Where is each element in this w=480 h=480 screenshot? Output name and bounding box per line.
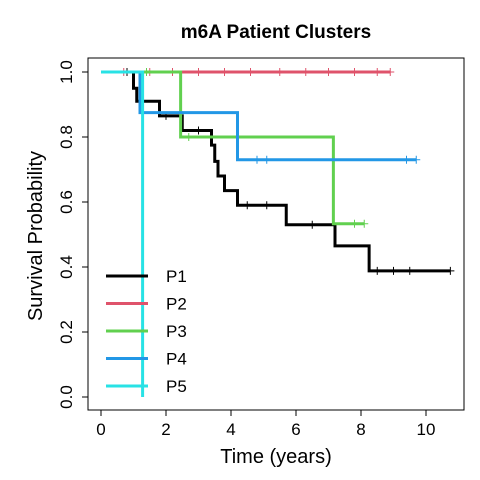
x-tick-label: 10 — [417, 420, 436, 439]
x-axis-label: Time (years) — [220, 446, 331, 468]
censor-mark — [402, 155, 411, 164]
censor-mark — [220, 68, 229, 76]
curve-p5 — [101, 70, 145, 397]
censor-mark — [373, 266, 382, 275]
y-tick-label: 0.2 — [57, 320, 76, 344]
censor-mark — [301, 68, 310, 76]
x-tick-label: 6 — [291, 420, 300, 439]
x-tick-label: 4 — [226, 420, 235, 439]
y-axis: 0.0 0.2 0.4 0.6 0.8 1.0 — [57, 60, 89, 409]
x-tick-label: 2 — [161, 420, 170, 439]
series-p5 — [101, 70, 145, 397]
censor-mark — [253, 155, 261, 164]
censor-mark — [350, 219, 359, 228]
legend-item-p2: P2 — [106, 295, 187, 314]
chart-title: m6A Patient Clusters — [181, 22, 371, 43]
censor-mark — [184, 133, 193, 141]
legend-item-p5: P5 — [106, 377, 187, 396]
legend-item-p4: P4 — [106, 350, 187, 369]
legend-label: P1 — [166, 267, 187, 286]
censor-mark — [373, 68, 382, 76]
censor-mark — [194, 68, 203, 76]
censor-mark — [262, 155, 271, 164]
series-p4 — [101, 70, 421, 164]
curve-p4 — [101, 70, 417, 162]
legend-label: P5 — [166, 377, 187, 396]
censor-mark — [275, 68, 284, 76]
censor-mark — [386, 68, 395, 76]
series-p1 — [101, 68, 455, 275]
x-tick-label: 0 — [96, 420, 105, 439]
censor-mark — [324, 68, 333, 76]
censor-mark — [446, 266, 455, 275]
censor-mark — [243, 201, 252, 210]
series-layer — [101, 68, 455, 397]
censor-mark — [389, 266, 398, 275]
censor-mark — [262, 201, 271, 210]
y-tick-label: 0.4 — [57, 255, 76, 279]
censor-mark — [405, 266, 414, 275]
x-tick-label: 8 — [356, 420, 365, 439]
curve-p1 — [101, 70, 451, 273]
legend: P1 P2 P3 P4 P5 — [106, 267, 187, 396]
legend-label: P3 — [166, 322, 187, 341]
censor-mark — [412, 155, 421, 164]
y-tick-label: 1.0 — [57, 60, 76, 84]
x-axis: 0 2 4 6 8 10 — [96, 409, 436, 439]
curve-p3 — [101, 70, 365, 226]
censor-mark — [350, 68, 359, 76]
y-tick-label: 0.8 — [57, 125, 76, 149]
legend-label: P4 — [166, 350, 187, 369]
y-tick-label: 0.6 — [57, 190, 76, 214]
legend-item-p1: P1 — [106, 267, 187, 286]
legend-label: P2 — [166, 295, 187, 314]
censor-mark — [360, 219, 369, 228]
series-p3 — [101, 68, 369, 228]
y-axis-label: Survival Probability — [25, 151, 47, 321]
censor-mark — [308, 220, 317, 229]
legend-item-p3: P3 — [106, 322, 187, 341]
y-tick-label: 0.0 — [57, 385, 76, 409]
censor-mark — [194, 126, 203, 135]
censor-mark — [246, 68, 255, 76]
